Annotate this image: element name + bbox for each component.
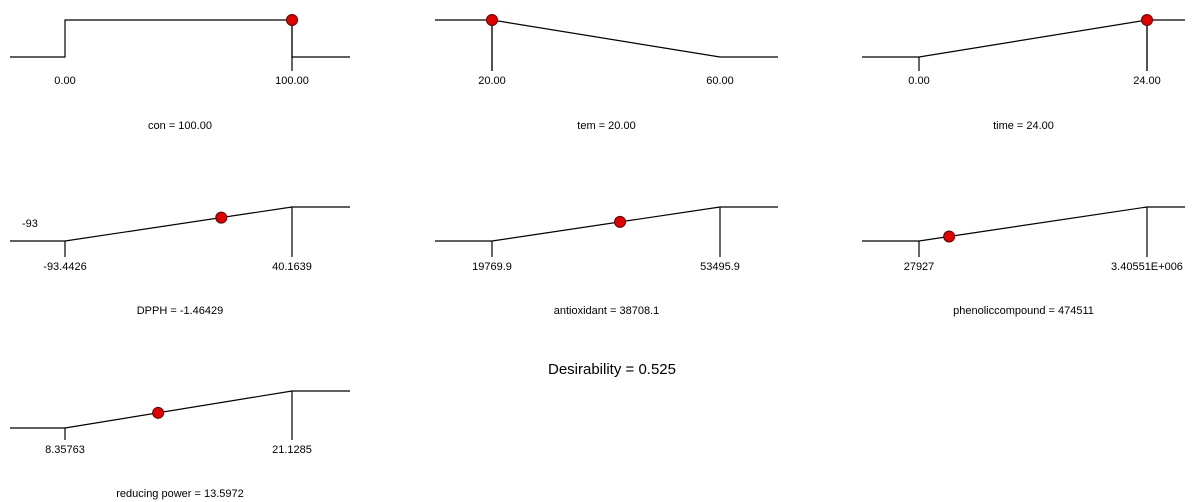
- low-label-phenoliccompound: 27927: [904, 261, 935, 273]
- high-label-tem: 60.00: [706, 75, 734, 87]
- ramp-line-con: [10, 19, 350, 58]
- marker-time: [1141, 14, 1153, 26]
- panel-time: 0.00 24.00 time = 24.00: [862, 14, 1185, 132]
- ramp-line-phenoliccompound: [862, 206, 1185, 242]
- panel-antioxidant: 19769.9 53495.9 antioxidant = 38708.1: [435, 206, 778, 317]
- low-label-dpph: -93.4426: [43, 261, 86, 273]
- panel-title-tem: tem = 20.00: [577, 120, 635, 132]
- ramp-line-dpph: [10, 206, 350, 242]
- ramp-line-reducing-power: [10, 390, 350, 429]
- panel-tem: 20.00 60.00 tem = 20.00: [435, 14, 778, 132]
- panel-title-con: con = 100.00: [148, 120, 212, 132]
- desirability-label: Desirability = 0.525: [548, 361, 676, 378]
- panel-title-dpph: DPPH = -1.46429: [137, 305, 224, 317]
- panel-title-phenoliccompound: phenoliccompound = 474511: [953, 305, 1094, 317]
- high-label-antioxidant: 53495.9: [700, 261, 740, 273]
- high-label-con: 100.00: [275, 75, 309, 87]
- panel-title-antioxidant: antioxidant = 38708.1: [554, 305, 660, 317]
- high-label-dpph: 40.1639: [272, 261, 312, 273]
- panel-con: 0.00 100.00 con = 100.00: [10, 14, 350, 132]
- marker-antioxidant: [614, 215, 627, 228]
- high-label-phenoliccompound: 3.40551E+006: [1111, 261, 1183, 273]
- extra-label-dpph: -93: [22, 218, 38, 230]
- high-label-time: 24.00: [1133, 75, 1161, 87]
- marker-dpph: [215, 211, 228, 224]
- low-label-tem: 20.00: [478, 75, 506, 87]
- marker-tem: [486, 14, 498, 26]
- marker-con: [286, 14, 298, 26]
- low-label-antioxidant: 19769.9: [472, 261, 512, 273]
- marker-reducing-power: [152, 406, 165, 419]
- panel-reducing-power: 8.35763 21.1285 reducing power = 13.5972: [10, 390, 350, 500]
- ramp-line-tem: [435, 19, 778, 58]
- panel-title-time: time = 24.00: [993, 120, 1054, 132]
- low-label-time: 0.00: [908, 75, 929, 87]
- panel-dpph: -93.4426 40.1639 -93 DPPH = -1.46429: [10, 206, 350, 317]
- panel-title-reducing-power: reducing power = 13.5972: [116, 488, 244, 500]
- high-label-reducing-power: 21.1285: [272, 444, 312, 456]
- panel-phenoliccompound: 27927 3.40551E+006 phenoliccompound = 4745…: [862, 206, 1185, 317]
- marker-phenoliccompound: [943, 230, 956, 243]
- ramp-line-antioxidant: [435, 206, 778, 242]
- low-label-con: 0.00: [54, 75, 75, 87]
- low-label-reducing-power: 8.35763: [45, 444, 85, 456]
- ramp-line-time: [862, 19, 1185, 58]
